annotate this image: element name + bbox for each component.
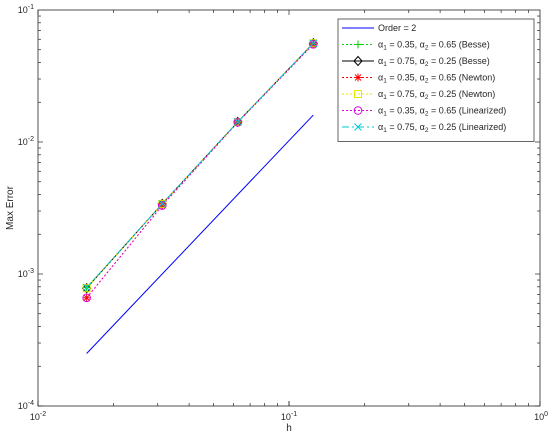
axis-ticks: 10-2 10-1 100 10-4 10-3 10-2 10-1 [18,4,548,422]
legend-label-2: α1 = 0.75, α2 = 0.25 (Besse) [378,56,490,68]
legend-marker-3 [354,73,362,82]
series-6-point [82,283,91,292]
x-marker-d2 [233,118,242,126]
series-line-5 [86,43,314,299]
legend-marker-4 [354,90,362,98]
circle-marker [233,118,243,127]
series-5-point [82,293,91,303]
y-tick-label: 10-1 [18,4,34,15]
x-marker-d2 [309,39,318,48]
series-2-point [81,282,92,294]
legend-marker-2 [353,55,363,67]
circle-marker [82,293,91,303]
series-6-point [158,199,167,208]
legend-box [337,18,535,142]
legend-marker-6 [354,123,362,131]
square-marker [354,90,362,98]
y-tick-label: 10-4 [18,400,34,411]
x-tick-label: 10-1 [281,411,297,422]
legend-label-1: α1 = 0.35, α2 = 0.65 (Besse) [378,40,490,52]
legend-marker-1 [354,40,362,49]
y-tick-label: 10-2 [18,136,34,147]
series-5-point [233,118,243,127]
legend-label-3: α1 = 0.35, α2 = 0.65 (Newton) [378,73,495,85]
diamond-marker [353,55,363,67]
series-4-point [82,284,91,293]
legend-label-order-2: Order = 2 [378,23,416,33]
series-6-point [233,118,242,126]
asterisk-marker-d2 [83,294,91,302]
legend-label-4: α1 = 0.75, α2 = 0.25 (Newton) [378,89,495,101]
square-marker [82,284,91,293]
x-marker-d2 [354,123,362,131]
circle-marker [157,201,167,210]
diamond-marker [81,282,92,294]
series-5-point [309,39,318,49]
x-tick-label: 100 [534,411,548,422]
asterisk-marker-d2 [354,74,362,81]
series-6-point [309,39,318,48]
y-axis-label: Max Error [5,185,16,230]
legend: Order = 2 α1 = 0.35, α2 = 0.65 (Besse) α1 … [337,18,535,142]
data-layer [81,37,318,354]
series-line-6 [86,42,314,288]
x-marker-d2 [82,283,91,292]
x-marker-d2 [158,199,167,208]
x-tick-label: 10-2 [30,411,46,422]
reference-line-order-2 [86,114,314,354]
circle-marker [353,106,363,115]
legend-label-5: α1 = 0.35, α2 = 0.65 (Linearized) [378,106,506,118]
legend-marker-5 [353,106,363,115]
y-tick-label: 10-3 [18,268,34,279]
circle-marker [309,39,318,49]
x-axis-label: h [286,423,292,434]
series-3-point [82,293,91,302]
legend-label-6: α1 = 0.75, α2 = 0.25 (Linearized) [378,122,506,134]
series-5-point [157,201,167,210]
